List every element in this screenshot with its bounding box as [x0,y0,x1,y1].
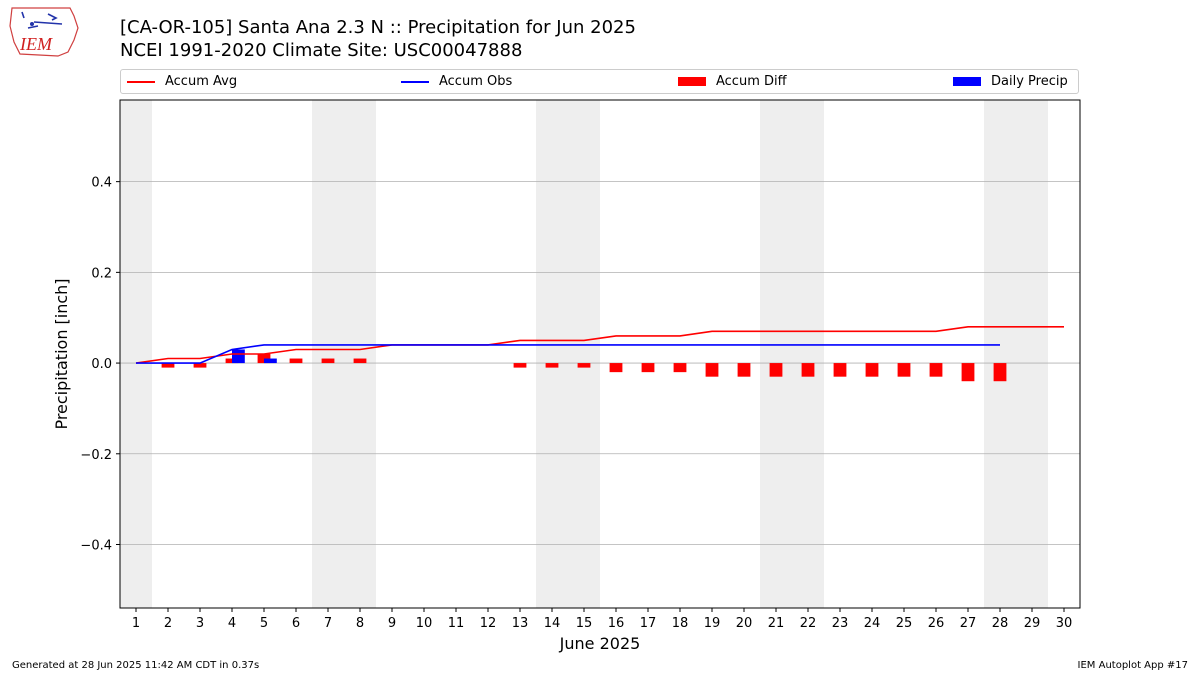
x-tick-label: 1 [132,616,140,631]
legend-label-daily-precip: Daily Precip [991,74,1068,89]
plot-frame [119,99,1081,609]
x-tick-label: 12 [480,616,497,631]
accum-diff-bar [929,363,943,377]
weekend-shade-1 [120,100,152,608]
x-tick-label: 21 [768,616,785,631]
y-tick-label: 0.4 [91,176,112,191]
x-tick-label: 30 [1056,616,1073,631]
svg-text:IEM: IEM [19,34,53,54]
x-tick-label: 5 [260,616,268,631]
accum-obs-line [136,344,1000,364]
x-tick-label: 24 [864,616,881,631]
grid-lines [120,181,1080,545]
accum-diff-bar [577,363,591,368]
x-tick-label: 2 [164,616,172,631]
weekend-shading [120,100,1048,608]
y-tick-label: 0.0 [91,357,112,372]
accum-diff-bar [993,363,1007,382]
accum-diff-bar [673,363,687,373]
accum-diff-bar [769,363,783,377]
weekend-shade-14 [536,100,568,608]
x-tick-label: 16 [608,616,625,631]
legend-item-daily-precip: Daily Precip [953,70,1068,93]
x-tick-label: 3 [196,616,204,631]
accum-diff-bar [353,358,367,364]
accum-diff-bar [193,363,207,368]
chart-title: [CA-OR-105] Santa Ana 2.3 N :: Precipita… [120,17,636,38]
legend-label-accum-avg: Accum Avg [165,74,238,89]
x-tick-label: 7 [324,616,332,631]
weekend-shade-21 [760,100,792,608]
weekend-shade-15 [568,100,600,608]
accum-diff-bar [321,358,335,364]
weekend-shade-7 [312,100,344,608]
iem-logo: IEM [8,6,80,58]
x-tick-label: 25 [896,616,913,631]
x-tick-label: 9 [388,616,396,631]
daily-precip-bar [264,358,277,364]
accum-diff-bar [897,363,911,377]
x-tick-label: 13 [512,616,529,631]
x-tick-label: 17 [640,616,657,631]
y-tick-label: −0.4 [80,539,112,554]
weekend-shade-8 [344,100,376,608]
daily-precip-bar [232,349,245,364]
weekend-shade-29 [1016,100,1048,608]
accum-diff-bar [289,358,303,364]
weekend-shade-22 [792,100,824,608]
x-tick-label: 11 [448,616,465,631]
x-tick-label: 29 [1024,616,1041,631]
legend: Accum Avg Accum Obs Accum Diff Daily Pre… [120,69,1079,94]
legend-item-accum-avg: Accum Avg [127,70,237,93]
x-tick-label: 4 [228,616,236,631]
app-credit: IEM Autoplot App #17 [1077,660,1188,671]
legend-item-accum-obs: Accum Obs [401,70,512,93]
x-axis-label: June 2025 [559,634,641,653]
weekend-shade-28 [984,100,1016,608]
accum-diff-bar [641,363,655,373]
chart-subtitle: NCEI 1991-2020 Climate Site: USC00047888 [120,40,523,61]
y-tick-label: −0.2 [80,448,112,463]
legend-item-accum-diff: Accum Diff [678,70,787,93]
accum-avg-line [135,325,1064,364]
daily-precip-bars [232,349,277,364]
accum-diff-bar [705,363,719,377]
accum-lines [135,325,1064,364]
accum-diff-bar [609,363,623,373]
accum-diff-bar [833,363,847,377]
y-tick-label: 0.2 [91,266,112,281]
x-tick-label: 14 [544,616,561,631]
legend-label-accum-obs: Accum Obs [439,74,513,89]
legend-label-accum-diff: Accum Diff [716,74,787,89]
legend-swatch-daily-precip [953,77,981,86]
legend-swatch-accum-avg [127,80,155,83]
accum-diff-bar [161,363,175,368]
accum-diff-bar [513,363,527,368]
legend-swatch-accum-diff [678,77,706,86]
accum-diff-bar [865,363,879,377]
accum-diff-bar [737,363,751,377]
generated-timestamp: Generated at 28 Jun 2025 11:42 AM CDT in… [12,660,260,671]
x-tick-label: 26 [928,616,945,631]
x-tick-label: 22 [800,616,817,631]
x-tick-label: 18 [672,616,689,631]
x-tick-label: 15 [576,616,593,631]
x-tick-label: 20 [736,616,753,631]
axes: −0.4−0.20.00.20.41 2 3 4 5 6 7 8 9 10 11 12 13 14 15 16… [80,176,1072,631]
accum-diff-bar [801,363,815,377]
y-axis-label: Precipitation [inch] [52,278,71,429]
accum-diff-bar [545,363,559,368]
x-tick-label: 27 [960,616,977,631]
x-tick-label: 23 [832,616,849,631]
x-tick-label: 6 [292,616,300,631]
x-tick-label: 19 [704,616,721,631]
accum-diff-bar [961,363,975,382]
x-tick-label: 10 [416,616,433,631]
legend-swatch-accum-obs [401,80,429,83]
x-tick-label: 28 [992,616,1009,631]
x-tick-label: 8 [356,616,364,631]
